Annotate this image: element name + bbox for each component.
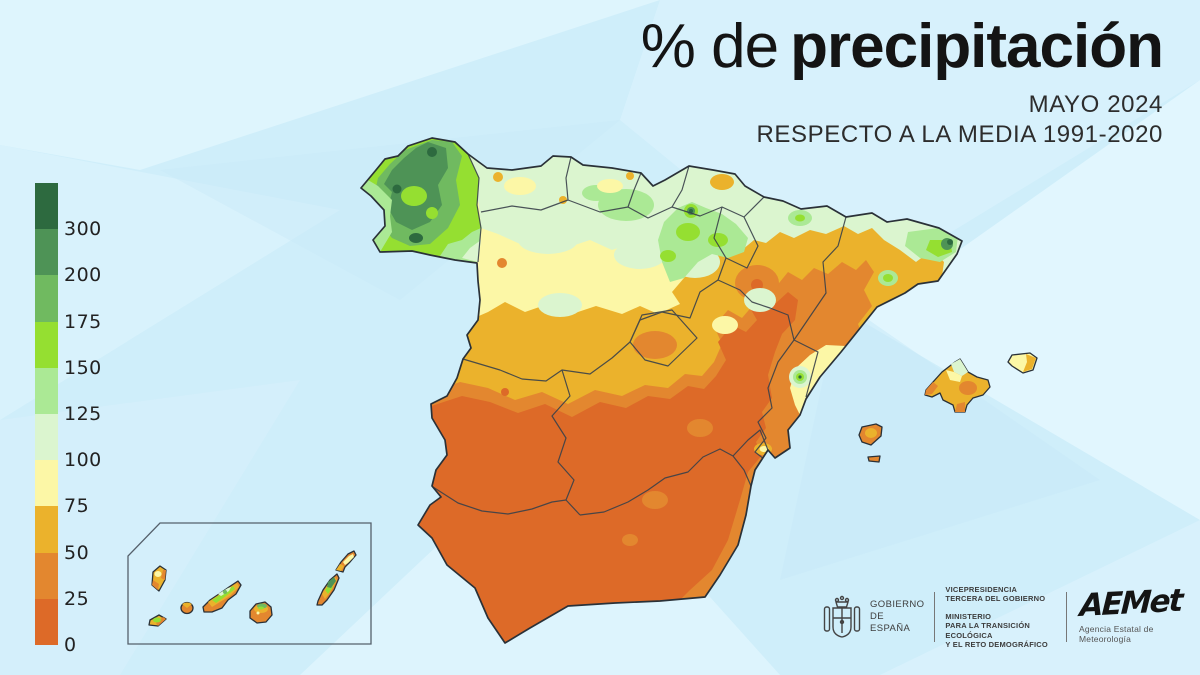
legend-band	[35, 413, 58, 461]
legend-band	[35, 229, 58, 276]
legend-band	[35, 183, 58, 230]
legend-bar	[35, 183, 58, 645]
inset-box	[127, 522, 372, 645]
legend-band	[35, 460, 58, 507]
footer-divider	[1066, 592, 1068, 642]
legend-tick-label: 150	[64, 356, 102, 379]
government-logo-text: GOBIERNO DE ESPAÑA	[870, 599, 924, 635]
legend-tick-label: 25	[64, 587, 90, 610]
legend-tick-label: 300	[64, 218, 102, 241]
spain-coat-of-arms-icon	[823, 595, 861, 638]
legend-band	[35, 506, 58, 553]
legend-tick-label: 75	[64, 495, 90, 518]
ministry-line: MINISTERIO	[945, 611, 992, 621]
legend-band	[35, 598, 58, 645]
peninsula-outline	[360, 137, 963, 644]
balearic-islands	[858, 352, 1038, 463]
legend-tick-label: 100	[64, 449, 102, 472]
subtitle-reference: RESPECTO A LA MEDIA 1991-2020	[756, 121, 1163, 148]
legend-band	[35, 367, 58, 414]
legend-tick-label: 200	[64, 264, 102, 287]
ministry-line: Y EL RETO DEMOGRÁFICO	[945, 640, 1048, 649]
ministry-text: VICEPRESIDENCIA TERCERA DEL GOBIERNO MIN…	[945, 585, 1056, 650]
legend-tick-label: 0	[64, 634, 77, 656]
aemet-tagline: Agencia Estatal de Meteorología	[1079, 623, 1154, 644]
page-title: % de precipitación	[640, 12, 1164, 81]
ministry-line: PARA LA TRANSICIÓN ECOLÓGICA	[945, 621, 1030, 640]
canary-islands-inset	[127, 522, 372, 645]
footer-divider	[934, 592, 936, 642]
legend-tick-label: 50	[64, 541, 90, 564]
subtitle: MAYO 2024 RESPECTO A LA MEDIA 1991-2020	[641, 90, 1163, 150]
legend-band	[35, 275, 58, 322]
legend-band	[35, 552, 58, 599]
ministry-line: VICEPRESIDENCIA	[945, 584, 1018, 594]
aemet-logo-text: AEMet	[1078, 582, 1183, 624]
legend-tick-label: 175	[64, 310, 102, 333]
aemet-logo: AEMet Agencia Estatal de Meteorología	[1079, 582, 1200, 644]
title-block: % de precipitación MAYO 2024 RESPECTO A L…	[640, 12, 1164, 150]
ministry-line: TERCERA DEL GOBIERNO	[945, 594, 1046, 603]
government-line2: DE ESPAÑA	[870, 611, 911, 634]
legend-ticks: 300 200 175 150 125 100 75 50 25 0	[64, 183, 124, 656]
footer-logos: GOBIERNO DE ESPAÑA VICEPRESIDENCIA TERCE…	[822, 582, 1200, 650]
legend-band	[35, 321, 58, 368]
region-borders	[432, 153, 847, 516]
title-prefix: % de	[640, 12, 779, 81]
government-line1: GOBIERNO	[870, 599, 925, 610]
subtitle-period: MAYO 2024	[1028, 91, 1163, 118]
title-emphasis: precipitación	[790, 12, 1164, 81]
legend-tick-label: 125	[64, 403, 102, 425]
canary-islands	[148, 550, 357, 627]
